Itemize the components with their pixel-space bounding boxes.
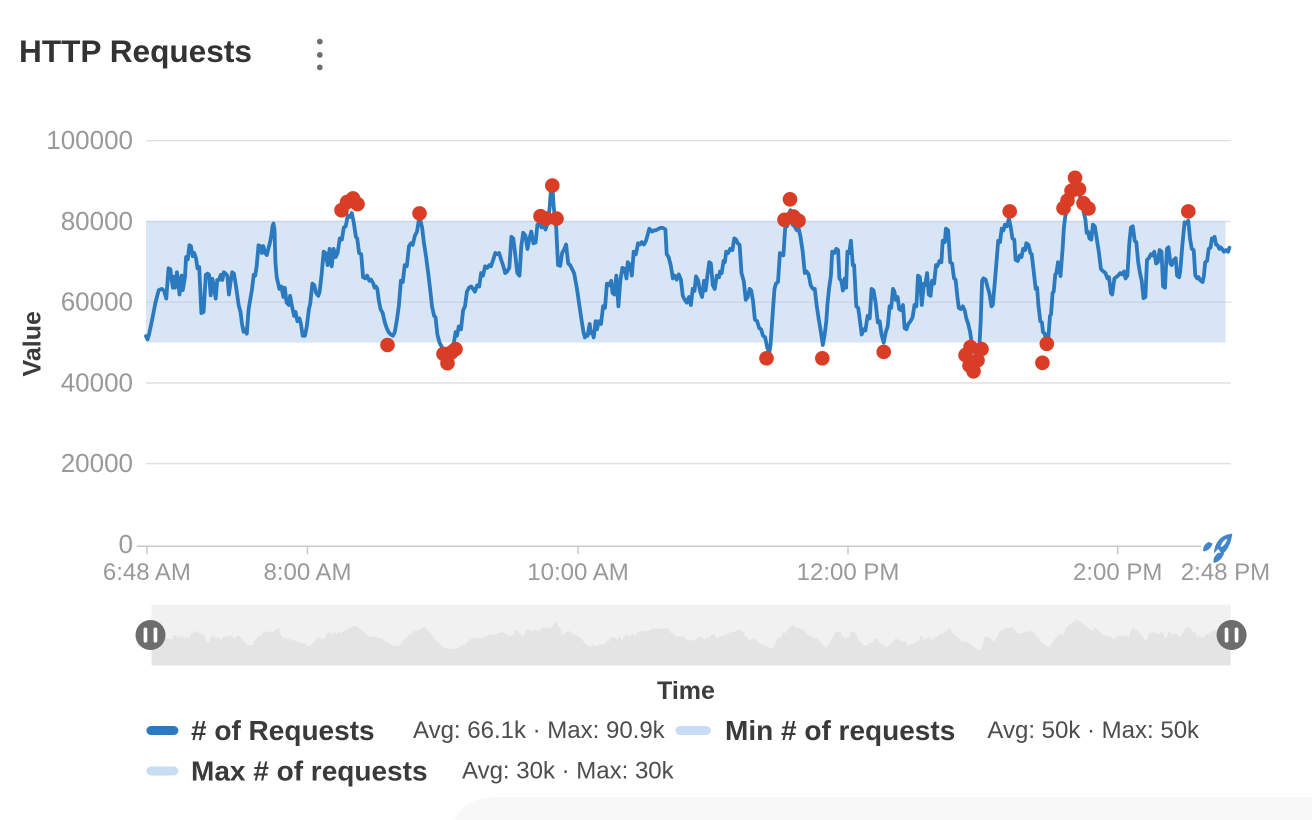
svg-text:8:00 AM: 8:00 AM bbox=[263, 559, 351, 586]
svg-text:Min # of requests: Min # of requests bbox=[725, 715, 955, 746]
svg-text:40000: 40000 bbox=[61, 368, 133, 398]
svg-text:Value: Value bbox=[18, 311, 46, 376]
svg-text:0: 0 bbox=[119, 529, 133, 559]
svg-text:Avg: 66.1k · Max: 90.9k: Avg: 66.1k · Max: 90.9k bbox=[413, 717, 666, 744]
svg-text:HTTP Requests: HTTP Requests bbox=[19, 33, 252, 69]
svg-text:6:48 AM: 6:48 AM bbox=[103, 559, 191, 586]
svg-text:10:00 AM: 10:00 AM bbox=[527, 559, 628, 586]
svg-text:Time: Time bbox=[657, 677, 715, 705]
svg-text:Avg: 30k · Max: 30k: Avg: 30k · Max: 30k bbox=[462, 758, 675, 785]
svg-text:Max # of requests: Max # of requests bbox=[191, 756, 428, 787]
svg-text:2:00 PM: 2:00 PM bbox=[1073, 559, 1162, 586]
svg-text:80000: 80000 bbox=[61, 206, 133, 236]
svg-text:60000: 60000 bbox=[61, 287, 133, 317]
svg-text:20000: 20000 bbox=[61, 448, 133, 478]
svg-text:12:00 PM: 12:00 PM bbox=[797, 559, 900, 586]
svg-text:# of Requests: # of Requests bbox=[191, 715, 375, 746]
svg-text:100000: 100000 bbox=[46, 125, 133, 155]
svg-text:2:48 PM: 2:48 PM bbox=[1181, 559, 1270, 586]
svg-text:Avg: 50k · Max: 50k: Avg: 50k · Max: 50k bbox=[987, 717, 1200, 744]
